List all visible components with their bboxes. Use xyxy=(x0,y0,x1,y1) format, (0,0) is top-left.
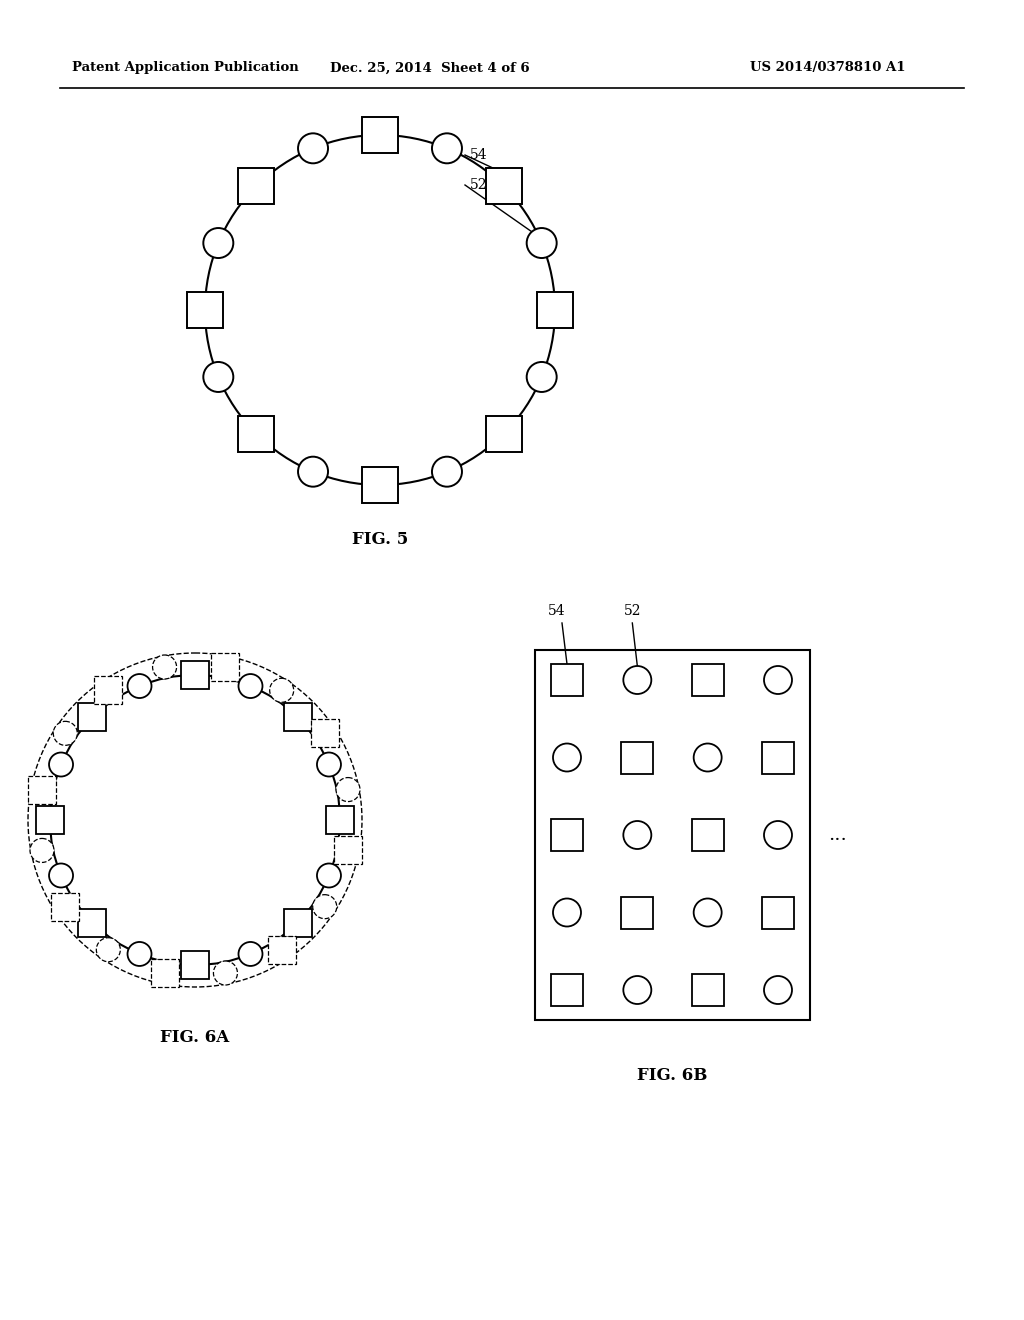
Circle shape xyxy=(432,133,462,164)
FancyBboxPatch shape xyxy=(28,776,56,804)
Circle shape xyxy=(526,228,557,257)
FancyBboxPatch shape xyxy=(36,807,63,834)
FancyBboxPatch shape xyxy=(551,974,583,1006)
Text: 54: 54 xyxy=(548,605,566,618)
Circle shape xyxy=(204,362,233,392)
Circle shape xyxy=(317,752,341,776)
FancyBboxPatch shape xyxy=(284,908,311,936)
Circle shape xyxy=(298,133,328,164)
Circle shape xyxy=(128,675,152,698)
FancyBboxPatch shape xyxy=(362,117,398,153)
FancyBboxPatch shape xyxy=(762,896,794,928)
FancyBboxPatch shape xyxy=(239,416,274,451)
Text: FIG. 6B: FIG. 6B xyxy=(637,1067,708,1084)
Text: FIG. 5: FIG. 5 xyxy=(352,532,409,549)
Text: 52: 52 xyxy=(470,178,487,191)
FancyBboxPatch shape xyxy=(691,974,724,1006)
Circle shape xyxy=(624,667,651,694)
FancyBboxPatch shape xyxy=(284,704,311,731)
Circle shape xyxy=(693,899,722,927)
FancyBboxPatch shape xyxy=(79,704,106,731)
FancyBboxPatch shape xyxy=(622,896,653,928)
FancyBboxPatch shape xyxy=(622,742,653,774)
Circle shape xyxy=(239,675,262,698)
FancyBboxPatch shape xyxy=(181,661,209,689)
Circle shape xyxy=(553,743,581,771)
FancyBboxPatch shape xyxy=(551,818,583,851)
Circle shape xyxy=(153,655,176,678)
FancyBboxPatch shape xyxy=(94,676,122,705)
Circle shape xyxy=(269,678,294,702)
FancyBboxPatch shape xyxy=(537,292,573,327)
FancyBboxPatch shape xyxy=(181,950,209,979)
Circle shape xyxy=(624,821,651,849)
FancyBboxPatch shape xyxy=(362,467,398,503)
FancyBboxPatch shape xyxy=(485,168,522,205)
Circle shape xyxy=(30,838,54,862)
Circle shape xyxy=(239,942,262,966)
Circle shape xyxy=(213,961,238,985)
FancyBboxPatch shape xyxy=(310,719,339,747)
Text: FIG. 6A: FIG. 6A xyxy=(161,1028,229,1045)
FancyBboxPatch shape xyxy=(326,807,354,834)
Text: Dec. 25, 2014  Sheet 4 of 6: Dec. 25, 2014 Sheet 4 of 6 xyxy=(330,62,529,74)
Circle shape xyxy=(764,975,792,1005)
FancyBboxPatch shape xyxy=(239,168,274,205)
Circle shape xyxy=(764,667,792,694)
Circle shape xyxy=(693,743,722,771)
Circle shape xyxy=(204,228,233,257)
Bar xyxy=(535,649,810,1020)
Circle shape xyxy=(432,457,462,487)
FancyBboxPatch shape xyxy=(691,818,724,851)
Text: US 2014/0378810 A1: US 2014/0378810 A1 xyxy=(750,62,905,74)
Circle shape xyxy=(336,777,360,801)
FancyBboxPatch shape xyxy=(151,960,178,987)
Circle shape xyxy=(49,752,73,776)
FancyBboxPatch shape xyxy=(485,416,522,451)
Circle shape xyxy=(624,975,651,1005)
Circle shape xyxy=(553,899,581,927)
FancyBboxPatch shape xyxy=(187,292,223,327)
Text: Patent Application Publication: Patent Application Publication xyxy=(72,62,299,74)
Circle shape xyxy=(298,457,328,487)
Text: 54: 54 xyxy=(470,148,487,162)
FancyBboxPatch shape xyxy=(211,653,240,681)
Circle shape xyxy=(764,821,792,849)
FancyBboxPatch shape xyxy=(762,742,794,774)
FancyBboxPatch shape xyxy=(51,892,79,920)
Text: 52: 52 xyxy=(624,605,641,618)
Text: ...: ... xyxy=(828,826,847,843)
Circle shape xyxy=(49,863,73,887)
FancyBboxPatch shape xyxy=(551,664,583,696)
FancyBboxPatch shape xyxy=(691,664,724,696)
Circle shape xyxy=(526,362,557,392)
FancyBboxPatch shape xyxy=(267,936,296,964)
Circle shape xyxy=(317,863,341,887)
FancyBboxPatch shape xyxy=(334,837,362,865)
Circle shape xyxy=(53,721,77,746)
Circle shape xyxy=(96,937,121,962)
FancyBboxPatch shape xyxy=(79,908,106,936)
Circle shape xyxy=(128,942,152,966)
Circle shape xyxy=(312,895,337,919)
